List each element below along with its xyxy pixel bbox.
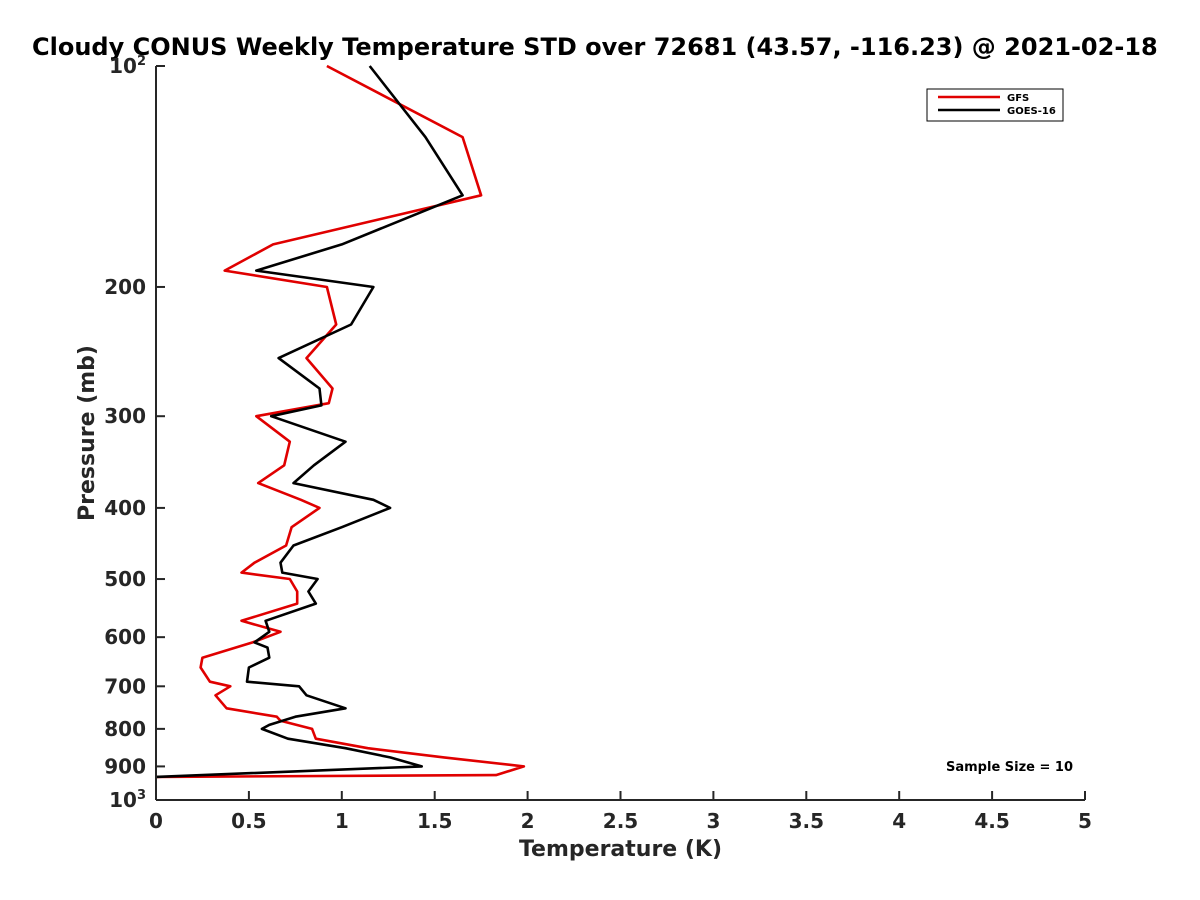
y-tick-label: 103 <box>109 788 146 812</box>
plot-area: 0 0.5 1 1.5 2 2.5 3 3.5 4 4.5 5 102 200 300 400 500 600 7… <box>104 54 1092 833</box>
x-tick-label: 3 <box>706 809 720 833</box>
y-tick-label: 800 <box>104 717 146 741</box>
x-tick-label: 5 <box>1078 809 1092 833</box>
y-tick-label: 900 <box>104 754 146 778</box>
legend-box <box>926 88 1064 122</box>
legend: GFS GOES-16 <box>926 88 1064 122</box>
x-tick-label: 4.5 <box>974 809 1009 833</box>
y-tick-label: 102 <box>109 54 146 78</box>
y-tick-label: 600 <box>104 625 146 649</box>
y-tick-label: 500 <box>104 567 146 591</box>
x-tick-label: 2.5 <box>603 809 638 833</box>
x-tick-label: 2 <box>521 809 535 833</box>
x-tick-label: 0.5 <box>231 809 266 833</box>
y-tick-label: 300 <box>104 404 146 428</box>
x-tick-label: 1.5 <box>417 809 452 833</box>
sample-size-annotation: Sample Size = 10 <box>946 760 1073 775</box>
y-tick-label: 700 <box>104 674 146 698</box>
x-tick-label: 4 <box>892 809 906 833</box>
x-tick-label: 0 <box>149 809 163 833</box>
series-line-goes16 <box>155 65 464 779</box>
chart-title: Cloudy CONUS Weekly Temperature STD over… <box>32 33 1158 61</box>
y-axis-label: Pressure (mb) <box>75 345 100 521</box>
legend-label-gfs: GFS <box>1007 93 1029 104</box>
legend-label-goes16: GOES-16 <box>1007 106 1056 117</box>
y-tick-label: 200 <box>104 275 146 299</box>
y-tick-label: 400 <box>104 496 146 520</box>
x-axis-label: Temperature (K) <box>519 837 722 862</box>
series-line-gfs <box>155 64 526 779</box>
x-tick-label: 1 <box>335 809 349 833</box>
x-tick-label: 3.5 <box>789 809 824 833</box>
